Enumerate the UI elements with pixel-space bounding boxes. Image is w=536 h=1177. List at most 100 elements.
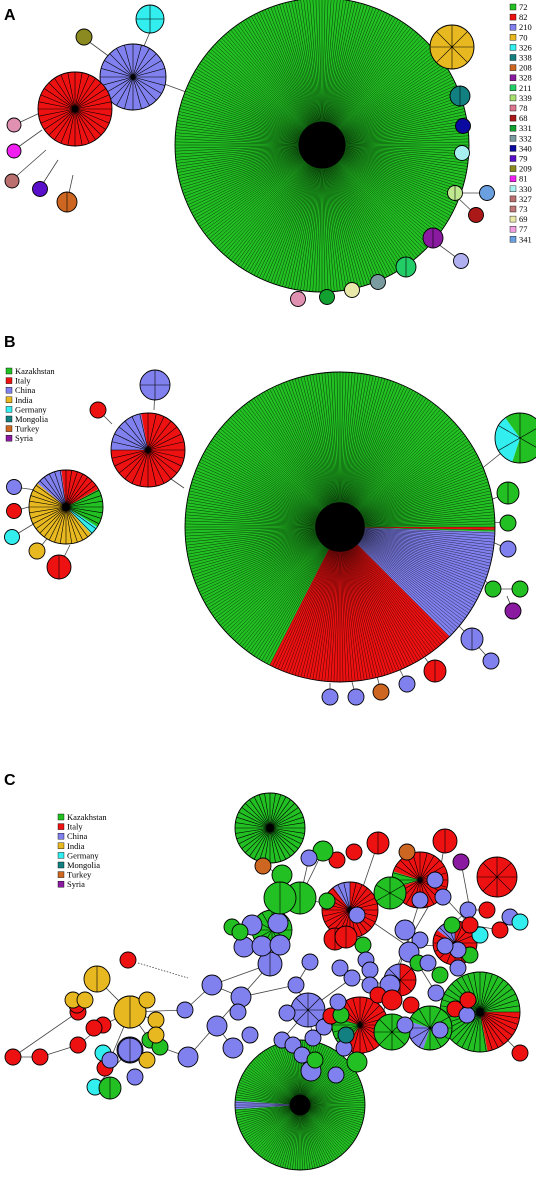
node-outline: [381, 989, 403, 1011]
node-fill: [288, 977, 304, 993]
node-outline: [476, 856, 518, 898]
node-outline: [431, 966, 449, 984]
node-327: [4, 173, 20, 189]
node-c-47: [329, 993, 347, 1011]
node-outline: [484, 580, 502, 598]
node-fill: [6, 503, 22, 519]
node-outline: [231, 923, 249, 941]
node-dividers: [375, 877, 405, 909]
node-fill: [432, 1022, 448, 1038]
node-fill: [70, 1037, 86, 1053]
node-c-72: [443, 916, 461, 934]
node-outline: [423, 659, 447, 683]
legend-swatch: [57, 833, 65, 840]
node-outline: [278, 1004, 296, 1022]
legend-swatch: [5, 406, 13, 413]
node-outline: [348, 906, 366, 924]
node-fill: [435, 889, 451, 905]
node-dividers: [111, 413, 185, 487]
node-outline: [468, 207, 484, 223]
node-slice: [111, 413, 148, 450]
node-fill: [399, 676, 415, 692]
node-c-28: [177, 1046, 199, 1068]
node-69: [344, 282, 360, 298]
legend-label: 82: [519, 12, 528, 22]
node-fill: [319, 893, 335, 909]
node-outline: [4, 173, 20, 189]
node-c-13: [76, 991, 94, 1009]
legend-swatch: [509, 215, 517, 223]
node-b-kz-1: [496, 481, 520, 505]
node-outline: [491, 921, 509, 939]
node-c-0: [4, 1048, 22, 1066]
node-outline: [460, 627, 484, 651]
node-outline: [511, 580, 529, 598]
node-outline: [116, 1036, 144, 1064]
node-fill: [307, 1052, 323, 1068]
node-fill: [485, 581, 501, 597]
node-fill: [139, 992, 155, 1008]
legend-swatch: [57, 852, 65, 859]
node-outline: [28, 542, 46, 560]
node-b-italy-small: [89, 401, 107, 419]
node-fill: [420, 955, 436, 971]
node-outline: [329, 993, 347, 1011]
node-outline: [32, 181, 48, 197]
node-328: [422, 227, 444, 249]
legend-swatch: [57, 823, 65, 830]
legend-swatch: [5, 425, 13, 432]
node-outline: [177, 1046, 199, 1068]
node-b-china-top: [139, 369, 171, 401]
node-outline: [321, 688, 339, 706]
node-outline: [4, 529, 20, 545]
node-outline: [461, 916, 479, 934]
legend-label: Mongolia: [67, 860, 100, 870]
network-edge: [11, 149, 47, 181]
node-dividers: [29, 470, 103, 544]
node-slice: [66, 507, 98, 534]
node-fill: [29, 543, 45, 559]
node-outline: [319, 289, 335, 305]
node-c-54: [269, 934, 291, 956]
node-outline: [398, 941, 420, 963]
node-fill: [428, 985, 444, 1001]
node-c-73: [459, 901, 477, 919]
node-outline: [478, 901, 496, 919]
node-c-68: [431, 966, 449, 984]
node-211: [395, 256, 417, 278]
node-fill: [7, 118, 21, 132]
node-c-9: [98, 1076, 122, 1100]
node-outline: [222, 1037, 244, 1059]
network-edge: [12, 1011, 79, 1058]
node-center: [315, 502, 365, 552]
node-c-81: [426, 871, 444, 889]
node-outline: [135, 4, 165, 34]
node-outline: [419, 954, 437, 972]
node-slice: [66, 489, 103, 527]
node-outline: [306, 1051, 324, 1069]
legend-swatch: [509, 84, 517, 92]
legend-label: Syria: [15, 433, 33, 443]
legend-swatch: [509, 185, 517, 193]
node-outline: [337, 1026, 355, 1044]
node-79: [32, 181, 48, 197]
legend-swatch: [57, 871, 65, 878]
node-c-92: [366, 831, 390, 855]
node-outline: [431, 1021, 449, 1039]
node-c-105: [348, 906, 366, 924]
node-b-turkey: [372, 683, 390, 701]
node-c-69: [449, 959, 467, 977]
node-outline: [184, 371, 496, 683]
node-fill: [232, 924, 248, 940]
legend-swatch: [509, 44, 517, 51]
node-fill: [432, 967, 448, 983]
node-outline: [301, 953, 319, 971]
node-slice: [28, 483, 92, 545]
node-fill: [242, 1027, 258, 1043]
node-332: [370, 274, 386, 290]
node-fill: [483, 653, 499, 669]
node-c-29: [206, 1015, 228, 1037]
node-outline: [372, 683, 390, 701]
node-fill: [348, 689, 364, 705]
node-c-85: [394, 919, 416, 941]
